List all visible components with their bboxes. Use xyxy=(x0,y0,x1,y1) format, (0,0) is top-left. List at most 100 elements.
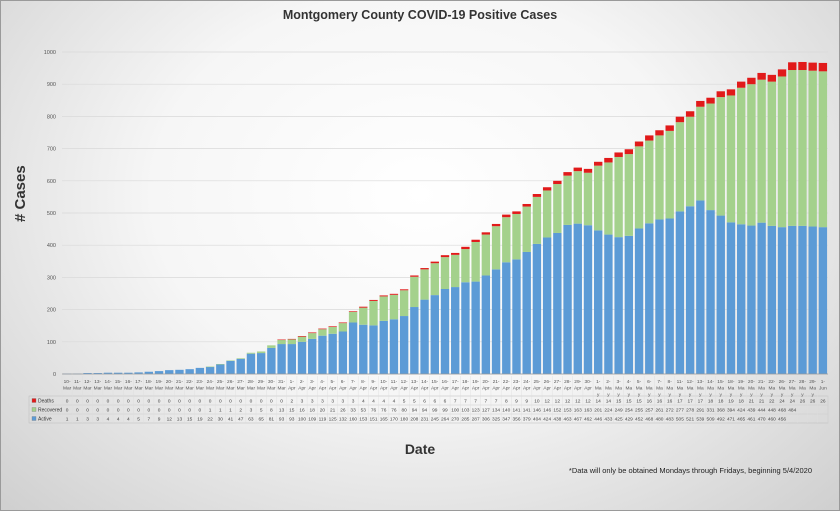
x-tick-label: Ma xyxy=(697,386,704,392)
x-tick-label: Apr xyxy=(584,386,592,392)
data-table-cell: 41 xyxy=(228,417,234,423)
x-tick-label: y xyxy=(607,393,610,398)
x-tick-label: y xyxy=(730,393,733,398)
data-table-cell: 505 xyxy=(676,417,684,423)
data-table-cell: 0 xyxy=(250,399,253,405)
x-tick-label: Mar xyxy=(63,386,72,392)
data-table-cell: 100 xyxy=(451,408,459,414)
bar-deaths xyxy=(767,74,777,82)
data-table-cell: 278 xyxy=(686,408,694,414)
data-table-cell: 141 xyxy=(523,408,531,414)
data-table-cell: 180 xyxy=(400,417,408,423)
x-tick-label: 28- xyxy=(564,379,571,385)
x-tick-label: Ma xyxy=(789,386,796,392)
x-tick-label: 1- xyxy=(596,379,601,385)
bar-active xyxy=(573,223,582,374)
data-table-cell: 22 xyxy=(207,417,213,423)
x-tick-label: y xyxy=(791,393,794,398)
bar-recovered xyxy=(594,165,603,231)
bar-active xyxy=(502,262,511,374)
data-table-cell: 270 xyxy=(451,417,459,423)
data-table-cell: 76 xyxy=(381,408,387,414)
data-table-cell: 21 xyxy=(759,399,765,405)
data-table-cell: 1 xyxy=(219,408,222,414)
data-table-cell: 0 xyxy=(209,399,212,405)
bar-deaths xyxy=(410,275,419,277)
bar-active xyxy=(185,369,194,374)
x-tick-label: 24- xyxy=(207,379,214,385)
bar-recovered xyxy=(216,364,225,365)
x-tick-label: Ma xyxy=(738,386,745,392)
bar-active xyxy=(267,347,276,374)
data-table-cell: 26 xyxy=(810,399,816,405)
x-tick-label: 11- xyxy=(391,379,398,385)
bar-deaths xyxy=(430,261,439,264)
data-table-cell: 468 xyxy=(778,408,786,414)
data-table-cell: 438 xyxy=(553,417,561,423)
x-tick-label: 7- xyxy=(351,379,356,385)
x-tick-label: y xyxy=(801,393,804,398)
data-table-cell: 484 xyxy=(788,408,796,414)
data-table-cell: 224 xyxy=(604,408,612,414)
data-table-cell: 141 xyxy=(512,408,520,414)
data-table-cell: 7 xyxy=(464,399,467,405)
data-table-cell: 99 xyxy=(432,408,438,414)
x-tick-label: 30- xyxy=(585,379,592,385)
data-table-cell: 4 xyxy=(372,399,375,405)
data-table-cell: 0 xyxy=(117,399,120,405)
bar-recovered xyxy=(583,172,593,226)
data-table-cell: 0 xyxy=(127,408,130,414)
bar-deaths xyxy=(757,72,766,80)
data-table-cell: 5 xyxy=(137,417,140,423)
bar-active xyxy=(399,316,409,374)
data-table-cell: 492 xyxy=(717,417,725,423)
data-table-cell: 8 xyxy=(505,399,508,405)
data-table-cell: 5 xyxy=(260,408,263,414)
bar-recovered xyxy=(736,87,746,225)
data-table-cell: 347 xyxy=(502,417,510,423)
bar-recovered xyxy=(553,184,562,233)
y-tick-label: 600 xyxy=(47,179,56,185)
bar-active xyxy=(195,367,205,374)
data-table-cell: 18 xyxy=(739,399,745,405)
x-tick-label: 8- xyxy=(668,379,673,385)
bar-recovered xyxy=(502,217,511,263)
data-table-cell: 3 xyxy=(321,399,324,405)
data-table-cell: 0 xyxy=(219,399,222,405)
x-axis-label: Date xyxy=(404,441,436,457)
bar-active xyxy=(471,281,480,374)
data-table-cell: 15 xyxy=(187,417,193,423)
data-table-cell: 21 xyxy=(330,408,336,414)
bar-recovered xyxy=(471,241,480,282)
data-table-cell: 12 xyxy=(565,399,571,405)
x-tick-label: y xyxy=(781,393,784,398)
bar-active xyxy=(379,320,388,374)
bar-active xyxy=(594,230,603,374)
data-table-cell: 0 xyxy=(199,399,202,405)
data-table-cell: 15 xyxy=(616,399,622,405)
bar-recovered xyxy=(604,162,613,235)
bar-deaths xyxy=(328,326,337,327)
bar-active xyxy=(685,206,695,374)
data-table-cell: 0 xyxy=(260,399,263,405)
x-tick-label: 20- xyxy=(748,379,755,385)
y-tick-label: 900 xyxy=(47,82,56,88)
y-tick-label: 700 xyxy=(47,147,56,153)
x-tick-label: Apr xyxy=(503,386,511,392)
data-table-cell: 16 xyxy=(647,399,653,405)
bar-recovered xyxy=(808,70,817,227)
bar-recovered xyxy=(379,296,388,321)
bar-active xyxy=(246,353,256,374)
bar-recovered xyxy=(624,154,634,236)
data-table-cell: 103 xyxy=(461,408,469,414)
data-table-cell: 0 xyxy=(107,399,110,405)
x-tick-label: 21- xyxy=(493,379,500,385)
x-tick-label: 26- xyxy=(227,379,234,385)
x-tick-label: 2- xyxy=(300,379,305,385)
data-table-cell: 249 xyxy=(615,408,623,414)
x-tick-label: y xyxy=(750,393,753,398)
x-tick-label: 26- xyxy=(779,379,786,385)
x-tick-label: 19- xyxy=(738,379,745,385)
data-table-cell: 287 xyxy=(472,417,480,423)
data-table-cell: 462 xyxy=(584,417,592,423)
